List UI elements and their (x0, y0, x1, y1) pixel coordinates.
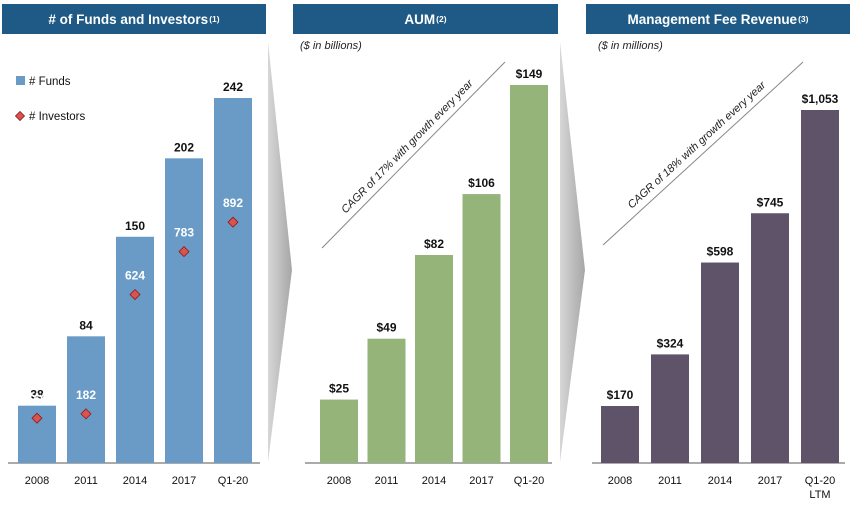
chart-2-bar-value-label: $49 (376, 321, 396, 335)
panel-1-header: # of Funds and Investors (1) (2, 4, 266, 34)
legend-investors-marker (14, 110, 26, 122)
chart-2-x-tick-label: 2008 (327, 475, 351, 487)
chart-2-x-tick-label: 2014 (422, 475, 446, 487)
chart-3-bar (801, 110, 839, 463)
chart-2-bar-value-label: $82 (424, 237, 444, 251)
investor-value-label: 783 (174, 226, 194, 240)
chart-1-bar (67, 336, 105, 463)
chart-3-bar (701, 262, 739, 463)
chart-3-bar-value-label: $745 (757, 195, 784, 209)
chart-1-bar (116, 236, 154, 463)
chart-2-bar-value-label: $149 (516, 67, 543, 81)
panel-2-unit-note: ($ in billions) (300, 40, 362, 52)
panel-3-title: Management Fee Revenue (627, 11, 798, 27)
chart-1-x-tick-label: Q1-20 (218, 475, 249, 487)
panel-2-title: AUM (404, 11, 436, 27)
chart-3-x-tick-label: 2017 (758, 475, 782, 487)
chart-3-bar-value-label: $598 (707, 245, 734, 259)
panel-3-footnote: (3) (798, 14, 809, 24)
cagr-annotation-3: CAGR of 18% with growth every year (626, 78, 769, 211)
chart-1-bar (214, 98, 252, 463)
chart-3-bar (601, 406, 639, 463)
chart-3-bar-value-label: $1,053 (802, 92, 839, 106)
chart-2-x-tick-label: Q1-20 (514, 475, 545, 487)
chart-3-x-tick-label: LTM (809, 489, 830, 501)
panel-2-header: AUM (2) (293, 4, 558, 34)
chart-2-bar (510, 85, 548, 463)
chart-2-bar (462, 194, 501, 463)
chart-1-bar (165, 158, 203, 464)
chart-1-bar-value-label: 150 (125, 219, 145, 233)
panel-3-unit-note: ($ in millions) (598, 40, 663, 52)
chart-2-bar-value-label: $25 (329, 382, 349, 396)
chart-3-bar-value-label: $170 (607, 388, 634, 402)
chart-2-bar (367, 338, 406, 463)
chart-2-bar (320, 399, 358, 463)
investor-value-label: 182 (76, 388, 96, 402)
panel-3-header: Management Fee Revenue (3) (586, 4, 850, 34)
chart-1-bar-value-label: 242 (223, 80, 243, 94)
cagr-annotation-2: CAGR of 17% with growth every year (339, 77, 476, 216)
legend-investors-label: # Investors (29, 111, 85, 123)
chart-1-x-tick-label: 2014 (123, 475, 147, 487)
chart-1-bar-value-label: 84 (79, 318, 93, 332)
chart-3-x-tick-label: Q1-20 (805, 475, 836, 487)
investor-marker (129, 288, 141, 301)
chart-1-bar-value-label: 202 (174, 140, 194, 154)
cagr-trend-line-2 (321, 61, 506, 249)
chart-2-bar (415, 254, 453, 463)
investor-marker (80, 408, 92, 420)
chart-2-x-tick-label: 2011 (375, 475, 399, 487)
chart-1-x-tick-label: 2008 (25, 475, 49, 487)
chart-3-bar (751, 213, 789, 463)
chart-1-x-tick-label: 2017 (172, 475, 196, 487)
panel-1-title: # of Funds and Investors (48, 11, 209, 27)
chart-3-bar-value-label: $324 (657, 336, 684, 350)
transition-arrow-1-shape (268, 42, 292, 462)
chart-3-x-tick-label: 2014 (708, 475, 732, 487)
chart-1-bar-value-label: 38 (30, 388, 44, 402)
chart-2-bar-value-label: $106 (468, 176, 495, 190)
chart-2-x-tick-label: 2017 (469, 475, 493, 487)
investor-value-label: 892 (223, 196, 243, 210)
chart-1-x-tick-label: 2011 (74, 475, 98, 487)
legend-funds-label: # Funds (29, 76, 71, 88)
chart-3-x-tick-label: 2011 (658, 475, 682, 487)
panel-2-footnote: (2) (436, 14, 447, 24)
investor-value-label: 166 (27, 392, 47, 406)
investor-marker (227, 216, 239, 228)
chart-3-bar (651, 354, 689, 463)
investor-marker (31, 412, 43, 424)
chart-3-x-tick-label: 2008 (608, 475, 632, 487)
legend-funds-swatch (16, 76, 25, 85)
investor-marker (178, 246, 190, 258)
panel-1-footnote: (1) (209, 14, 220, 24)
cagr-trend-line-3 (602, 61, 804, 246)
investor-value-label: 624 (125, 269, 145, 283)
transition-arrow-2-shape (560, 42, 585, 462)
